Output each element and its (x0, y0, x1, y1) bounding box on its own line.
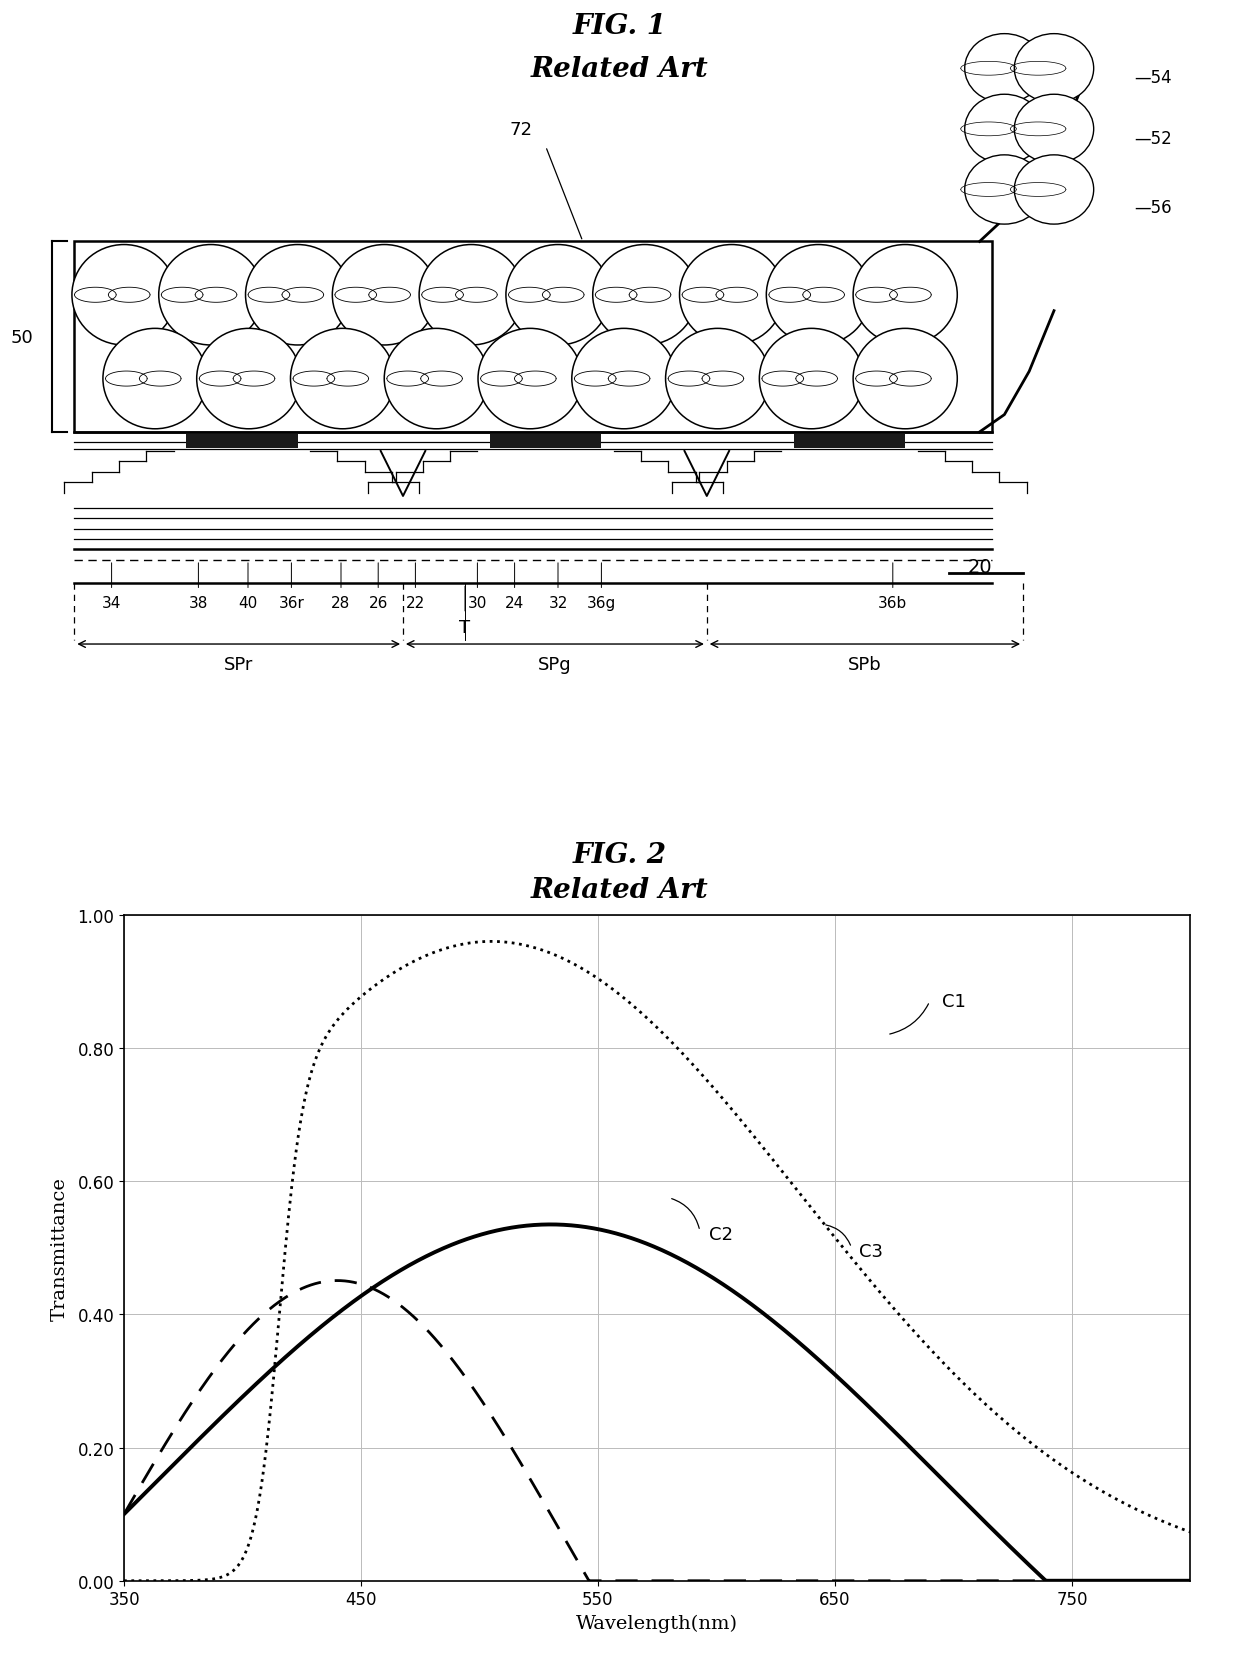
Ellipse shape (965, 95, 1044, 165)
Ellipse shape (103, 329, 207, 429)
Text: 72: 72 (510, 120, 532, 138)
Text: 32: 32 (548, 596, 568, 611)
Ellipse shape (853, 245, 957, 346)
Ellipse shape (332, 245, 436, 346)
Text: 38: 38 (188, 596, 208, 611)
Text: 36b: 36b (878, 596, 908, 611)
Ellipse shape (479, 329, 583, 429)
Text: FIG. 2: FIG. 2 (573, 842, 667, 869)
Text: C2: C2 (709, 1226, 733, 1243)
Ellipse shape (384, 329, 489, 429)
Text: —54: —54 (1135, 68, 1172, 87)
Y-axis label: Transmittance: Transmittance (51, 1176, 69, 1320)
Ellipse shape (1014, 35, 1094, 103)
Text: T: T (460, 619, 470, 637)
Text: SPr: SPr (224, 656, 253, 674)
Text: 28: 28 (331, 596, 351, 611)
Text: 24: 24 (505, 596, 525, 611)
Text: 34: 34 (102, 596, 122, 611)
Ellipse shape (159, 245, 263, 346)
Ellipse shape (766, 245, 870, 346)
Text: —56: —56 (1135, 198, 1172, 216)
Text: C3: C3 (858, 1243, 883, 1260)
Text: SPb: SPb (848, 656, 882, 674)
Ellipse shape (506, 245, 610, 346)
Text: 36r: 36r (279, 596, 304, 611)
Ellipse shape (1014, 95, 1094, 165)
Text: 26: 26 (368, 596, 388, 611)
Bar (74, 243, 992, 433)
Ellipse shape (72, 245, 176, 346)
Text: —52: —52 (1135, 130, 1172, 148)
Text: 30: 30 (467, 596, 487, 611)
Bar (490, 436, 601, 449)
Ellipse shape (246, 245, 350, 346)
Text: FIG. 1: FIG. 1 (573, 13, 667, 40)
Text: 40: 40 (238, 596, 258, 611)
Ellipse shape (593, 245, 697, 346)
Text: 36g: 36g (587, 596, 616, 611)
X-axis label: Wavelength(nm): Wavelength(nm) (577, 1614, 738, 1632)
Text: 22: 22 (405, 596, 425, 611)
Ellipse shape (1014, 156, 1094, 225)
Ellipse shape (197, 329, 301, 429)
Text: Related Art: Related Art (531, 877, 709, 904)
Ellipse shape (572, 329, 676, 429)
Ellipse shape (965, 156, 1044, 225)
Text: 50: 50 (11, 328, 33, 346)
Text: 20: 20 (967, 557, 992, 576)
Ellipse shape (759, 329, 863, 429)
Ellipse shape (666, 329, 770, 429)
Ellipse shape (853, 329, 957, 429)
Ellipse shape (419, 245, 523, 346)
Bar (186, 436, 298, 449)
Text: C1: C1 (941, 993, 966, 1010)
Ellipse shape (965, 35, 1044, 103)
Bar (794, 436, 905, 449)
Text: Related Art: Related Art (531, 57, 709, 83)
Ellipse shape (290, 329, 394, 429)
Ellipse shape (680, 245, 784, 346)
Text: SPg: SPg (538, 656, 572, 674)
